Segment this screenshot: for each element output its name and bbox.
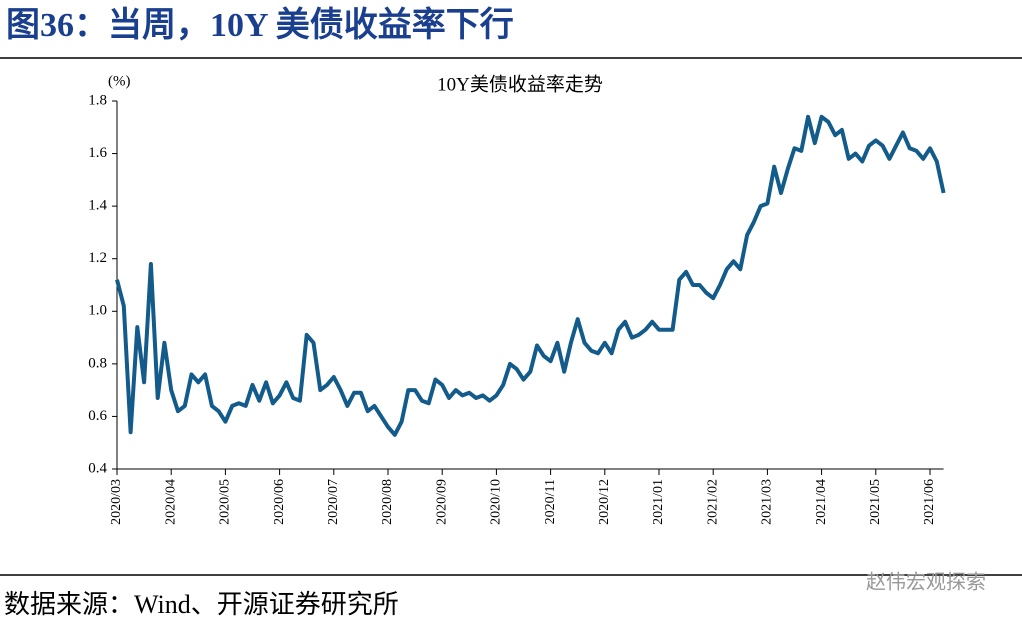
x-tick-label: 2021/04 xyxy=(814,479,829,525)
y-tick-label: 1.4 xyxy=(88,198,107,214)
x-tick-label: 2020/08 xyxy=(380,479,395,525)
yield-line xyxy=(115,114,946,437)
chart-title: 10Y美债收益率走势 xyxy=(437,73,603,95)
y-tick-label: 1.6 xyxy=(88,145,107,161)
x-tick-label: 2020/05 xyxy=(218,479,233,525)
x-tick-label: 2021/01 xyxy=(651,479,666,525)
x-tick-label: 2020/06 xyxy=(272,479,287,525)
x-tick-label: 2021/02 xyxy=(705,479,720,525)
y-tick-label: 0.6 xyxy=(88,408,107,424)
x-tick-label: 2020/12 xyxy=(597,479,612,525)
x-tick-label: 2020/09 xyxy=(434,479,449,525)
x-tick-label: 2020/10 xyxy=(489,479,504,525)
plot: 0.4 0.6 0.8 1.0 1.2 1.4 1.6 1.8 2020/03 2020/04 20… xyxy=(88,92,946,525)
x-tick-label: 2021/06 xyxy=(922,479,937,525)
x-tick-label: 2020/03 xyxy=(109,479,124,525)
x-tick-label: 2020/11 xyxy=(543,479,558,524)
y-tick-label: 1.0 xyxy=(88,303,107,319)
x-tick-label: 2020/07 xyxy=(326,479,341,525)
x-tick-label: 2021/05 xyxy=(868,479,883,525)
x-tick-label: 2020/04 xyxy=(163,479,178,525)
watermark: 赵伟宏观探索 xyxy=(866,570,986,594)
y-tick-label: 0.4 xyxy=(88,460,107,476)
x-tick-label: 2021/03 xyxy=(760,479,775,525)
source-note: 数据来源：Wind、开源证券研究所 xyxy=(4,590,399,619)
y-axis-label: (%) xyxy=(108,73,131,89)
y-tick-label: 0.8 xyxy=(88,355,107,371)
page-title: 图36：当周，10Y 美债收益率下行 xyxy=(6,6,514,44)
y-tick-label: 1.2 xyxy=(88,250,107,266)
y-tick-label: 1.8 xyxy=(88,92,107,108)
